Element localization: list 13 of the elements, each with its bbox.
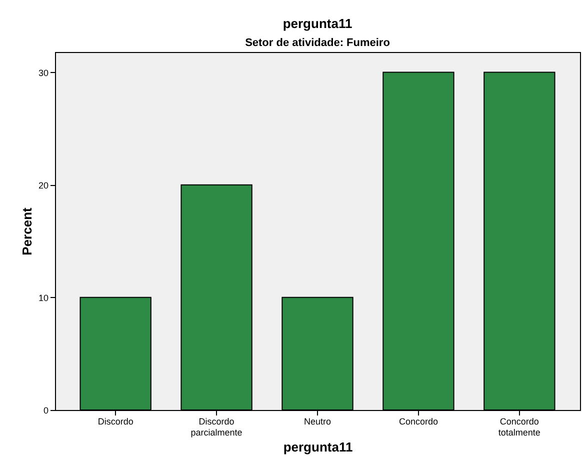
x-tick-label: Concordo	[398, 416, 438, 426]
x-tick-label: Discordo parcialmente	[190, 416, 242, 438]
y-tick-label: 30	[38, 68, 48, 78]
chart-title: pergunta11	[282, 16, 352, 31]
y-tick-label: 10	[38, 292, 48, 303]
y-tick-label: 0	[43, 406, 48, 416]
x-axis-title: pergunta11	[283, 440, 353, 454]
x-tick-label: Discordo	[98, 416, 134, 426]
y-axis-title: Percent	[19, 206, 34, 256]
chart-subtitle: Setor de atividade: Fumeiro	[245, 37, 390, 49]
y-tick-label: 20	[38, 180, 48, 190]
x-tick-label: Concordo totalmente	[498, 416, 540, 438]
x-tick-label: Neutro	[304, 416, 332, 426]
